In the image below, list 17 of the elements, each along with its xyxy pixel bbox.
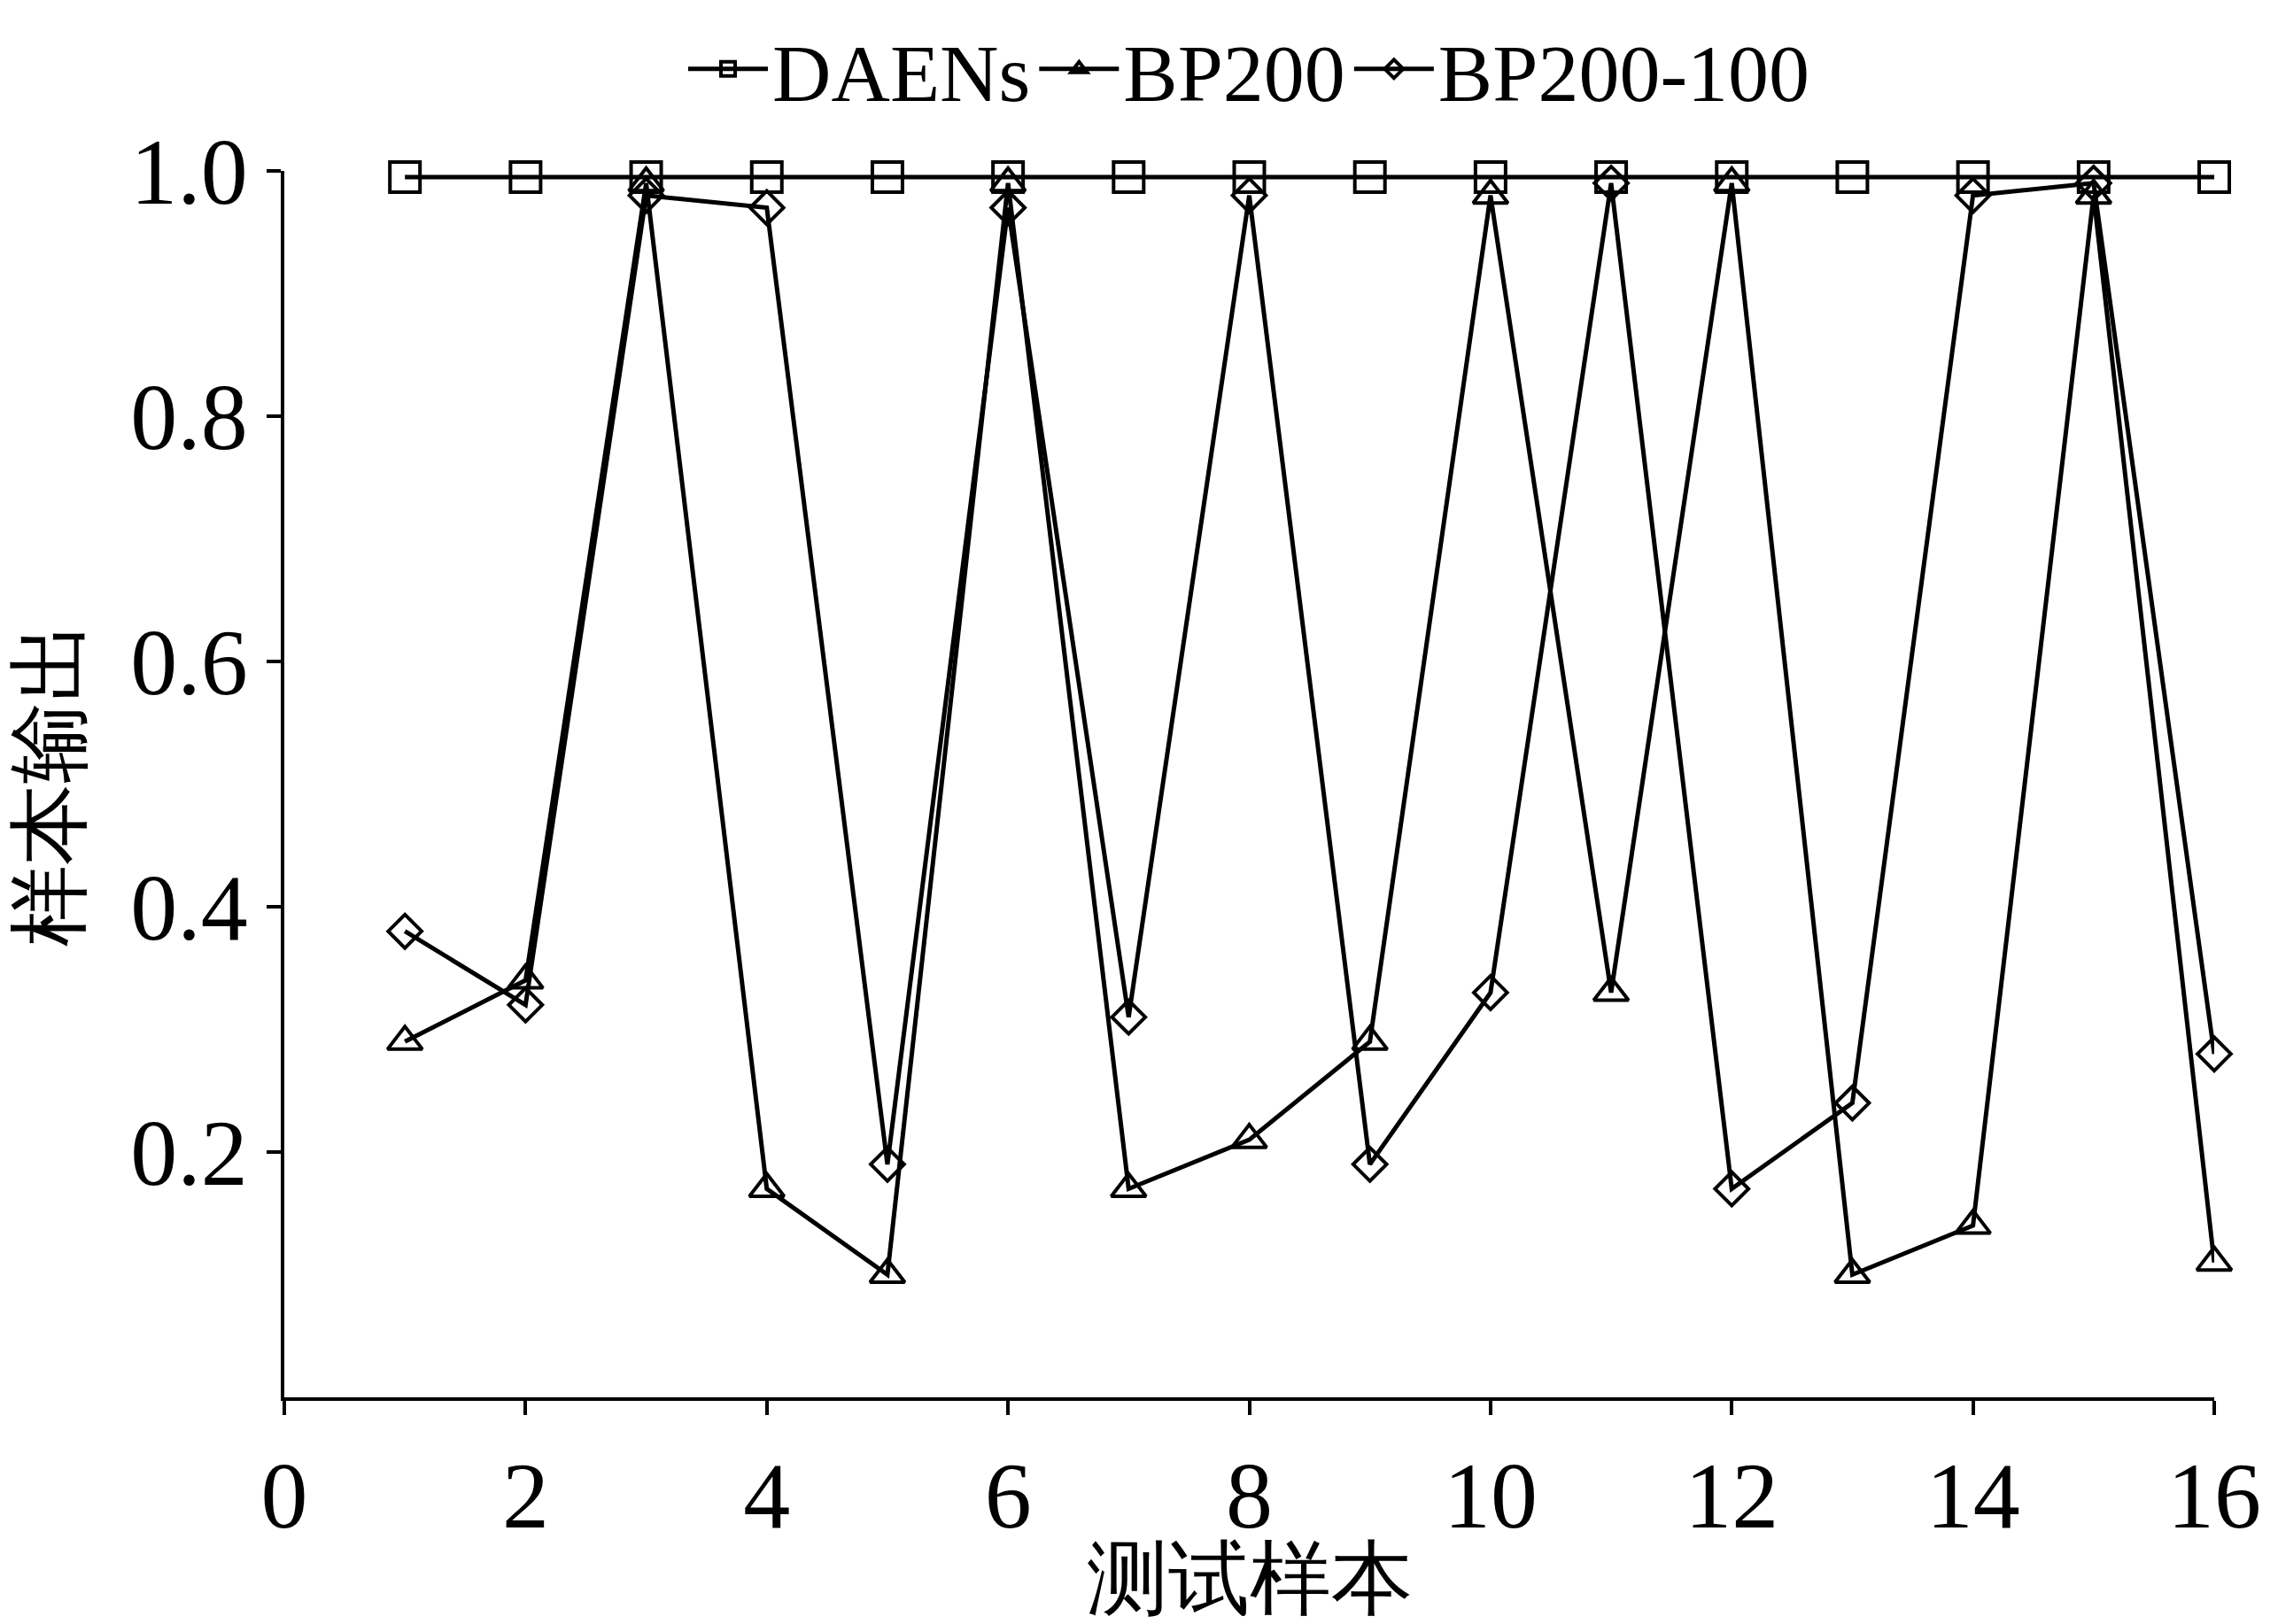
y-tick-label: 0.2 [130,1102,248,1206]
x-tick-label: 4 [743,1444,791,1549]
y-tick-label: 0.8 [130,366,248,470]
legend-label: BP200 [1123,27,1345,119]
x-tick-label: 0 [260,1444,308,1549]
x-tick-label: 16 [2167,1444,2261,1549]
y-tick-label: 0.4 [130,856,248,961]
x-tick-label: 12 [1685,1444,1779,1549]
x-tick-label: 2 [501,1444,549,1549]
legend-label: BP200-100 [1437,27,1810,119]
y-tick-label: 0.6 [130,611,248,715]
y-tick-label: 1.0 [130,120,248,225]
y-axis-title: 样本输出 [4,621,96,947]
legend-label: DAENs [772,27,1031,119]
x-tick-label: 6 [984,1444,1032,1549]
x-tick-label: 14 [1925,1444,2020,1549]
x-tick-label: 10 [1443,1444,1538,1549]
